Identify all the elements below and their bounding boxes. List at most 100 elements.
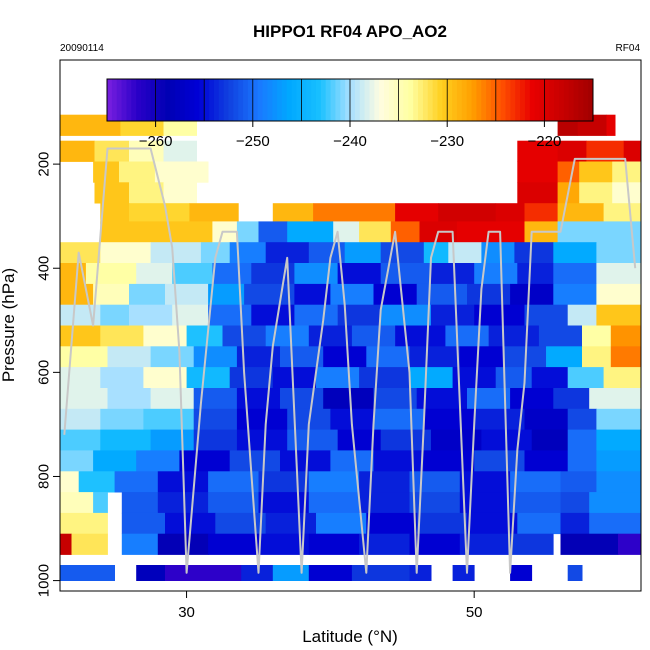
heatmap-cell	[287, 429, 338, 451]
colorbar-swatch	[369, 79, 375, 121]
heatmap-cell	[189, 203, 239, 225]
y-tick-label: 200	[36, 152, 53, 177]
heatmap-cell	[560, 492, 590, 514]
heatmap-cell	[589, 388, 642, 410]
heatmap-cell	[596, 450, 642, 472]
heatmap-cell	[538, 325, 583, 347]
colorbar-swatch	[296, 79, 302, 121]
colorbar-swatch	[505, 79, 511, 121]
heatmap-cell	[272, 565, 310, 581]
heatmap-cell	[208, 492, 259, 514]
heatmap-cell	[567, 565, 583, 581]
heatmap-cell	[553, 388, 590, 410]
heatmap-cell	[93, 283, 130, 306]
chart-title: HIPPO1 RF04 APO_AO2	[253, 22, 447, 41]
heatmap-cell	[359, 367, 410, 389]
colorbar: −260 −250 −240 −230 −220	[106, 78, 594, 150]
y-axis: 200 400 600 800 1000	[36, 152, 60, 597]
heatmap-cell	[154, 161, 209, 183]
colorbar-swatch	[529, 79, 536, 121]
heatmap-cell	[409, 471, 461, 493]
heatmap-cell	[586, 140, 625, 162]
colorbar-swatch	[286, 79, 293, 121]
heatmap-cell	[488, 325, 540, 347]
heatmap-cell	[359, 492, 410, 514]
heatmap-cell	[330, 283, 374, 306]
heatmap-cell	[60, 533, 72, 555]
colorbar-tick-label: −260	[139, 133, 173, 150]
heatmap-cell	[330, 450, 374, 472]
heatmap-cell	[172, 304, 209, 326]
heatmap-cell	[395, 203, 439, 225]
colorbar-swatch	[447, 79, 453, 121]
heatmap-cell	[337, 263, 382, 285]
heatmap-cell	[380, 429, 432, 451]
heatmap-cell	[510, 283, 554, 306]
heatmap-cell	[452, 565, 475, 581]
heatmap-cell	[294, 263, 338, 285]
colorbar-tick-label: −240	[333, 133, 367, 150]
colorbar-swatch	[131, 79, 137, 121]
heatmap-cell	[557, 161, 580, 183]
colorbar-swatch	[476, 79, 482, 121]
heatmap-cell	[60, 114, 121, 136]
heatmap-cell	[524, 203, 558, 225]
heatmap-cell	[582, 346, 612, 368]
heatmap-cell	[265, 325, 310, 347]
colorbar-swatch	[364, 79, 370, 121]
heatmap-cell	[107, 388, 151, 410]
heatmap-cell	[294, 304, 338, 326]
heatmap-cell	[236, 429, 288, 451]
heatmap-cell	[467, 388, 511, 410]
colorbar-swatch	[126, 79, 132, 121]
heatmap-cell	[596, 242, 642, 264]
heatmap-cell	[373, 408, 425, 430]
heatmap-cell	[208, 304, 252, 326]
y-tick-label: 400	[36, 256, 53, 281]
colorbar-swatch	[150, 79, 157, 121]
colorbar-swatch	[184, 79, 191, 121]
colorbar-swatch	[558, 79, 565, 121]
heatmap-cell	[121, 492, 159, 514]
colorbar-swatch	[252, 79, 259, 121]
colorbar-tick-label: −250	[236, 133, 270, 150]
colorbar-swatch	[136, 79, 142, 121]
heatmap-cell	[409, 492, 461, 514]
heatmap-cell	[107, 346, 151, 368]
heatmap-cell	[474, 263, 518, 285]
heatmap-cell	[71, 533, 108, 555]
heatmap-cell	[287, 221, 334, 243]
heatmap-cell	[557, 221, 642, 243]
heatmap-cell	[567, 367, 605, 389]
heatmap-cell	[150, 242, 202, 264]
heatmap-cell	[265, 512, 317, 535]
heatmap-cell	[618, 533, 642, 555]
colorbar-swatch	[238, 79, 244, 121]
colorbar-tick-label: −230	[430, 133, 464, 150]
colorbar-swatch	[554, 79, 560, 121]
heatmap-cell	[121, 533, 159, 555]
colorbar-swatch	[578, 79, 584, 121]
colorbar-swatch	[145, 79, 152, 121]
heatmap-cell	[78, 471, 116, 493]
heatmap-cell	[60, 565, 115, 581]
heatmap-cell	[150, 346, 195, 368]
heatmap-cell	[208, 533, 259, 555]
colorbar-swatch	[233, 79, 239, 121]
heatmap-cell	[431, 304, 475, 326]
colorbar-swatch	[563, 79, 570, 121]
heatmap-cell	[272, 367, 317, 389]
heatmap-cell	[60, 140, 95, 162]
heatmap-cell	[359, 221, 392, 243]
heatmap-cell	[596, 263, 642, 285]
heatmap-cell	[272, 203, 314, 225]
heatmap-cell	[316, 367, 360, 389]
colorbar-swatch	[204, 79, 210, 121]
colorbar-swatch	[111, 79, 118, 121]
heatmap-cell	[129, 304, 173, 326]
heatmap-cell	[208, 471, 259, 493]
heatmap-cell	[596, 304, 642, 326]
colorbar-swatch	[490, 79, 497, 121]
heatmap-cell	[481, 242, 515, 264]
